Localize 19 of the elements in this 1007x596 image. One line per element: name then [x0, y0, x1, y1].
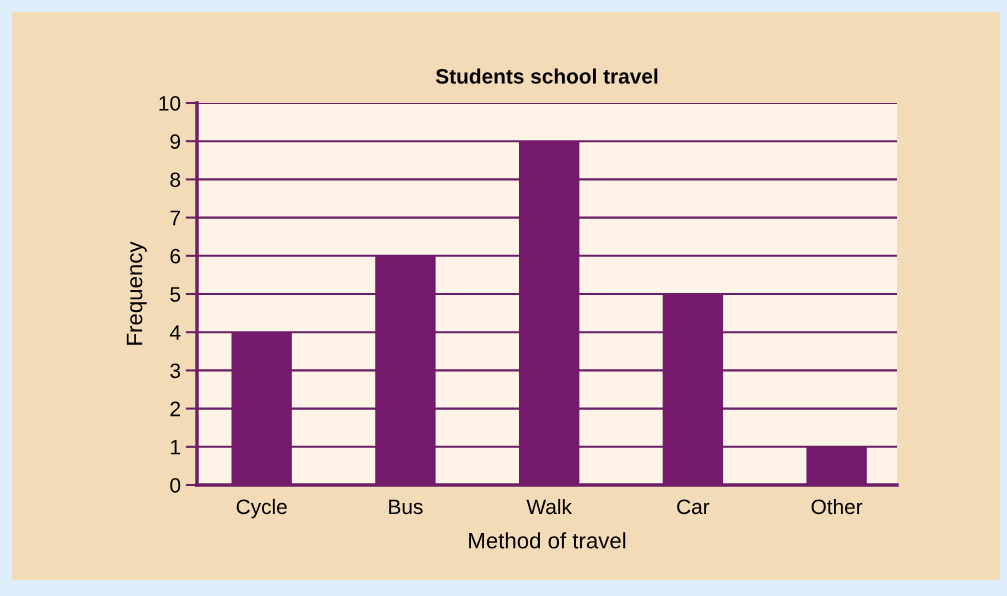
y-tick-label: 9 — [170, 134, 181, 149]
y-tick-label: 4 — [169, 325, 181, 340]
y-tick-label: 2 — [170, 401, 180, 417]
y-axis-title: Frequency — [126, 241, 147, 345]
x-tick-label: Other — [811, 498, 863, 515]
y-tick-label: 6 — [170, 248, 181, 264]
x-tick-label: Bus — [389, 499, 423, 515]
y-tick-label: 0 — [170, 478, 181, 493]
y-tick-label: 8 — [170, 172, 181, 188]
x-tick-label: Cycle — [236, 498, 287, 519]
x-tick-label: Car — [677, 499, 710, 515]
y-tick-label: 3 — [170, 363, 181, 379]
chart-title: Students school travel — [435, 68, 658, 84]
y-tick-label: 10 — [159, 96, 181, 111]
x-axis-title: Method of travel — [469, 532, 626, 549]
y-tick-label: 1 — [171, 440, 181, 455]
y-tick-label: 7 — [170, 210, 180, 226]
x-tick-label: Walk — [526, 498, 572, 515]
y-tick-label: 5 — [170, 287, 181, 302]
